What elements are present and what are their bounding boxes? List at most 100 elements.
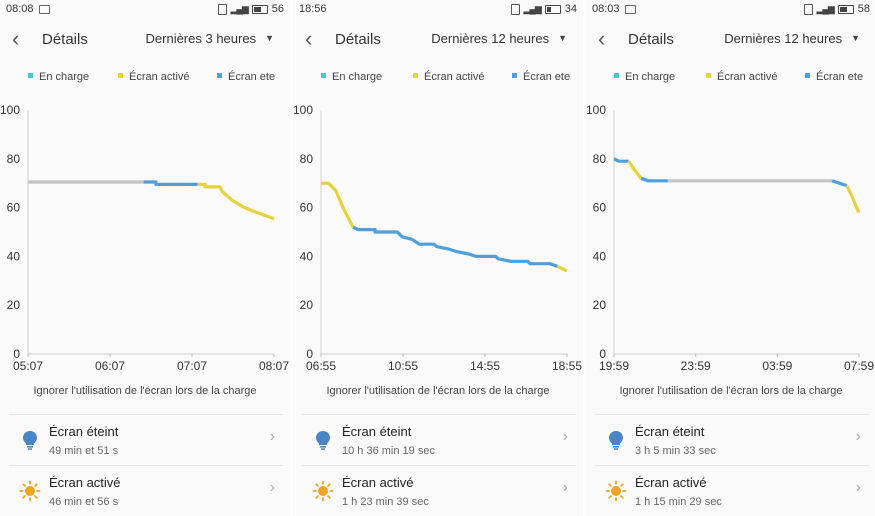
sun-icon bbox=[605, 480, 627, 502]
x-tick-label: 19:59 bbox=[599, 359, 629, 373]
chart-legend: En charge Écran activé Écran ete bbox=[293, 71, 583, 85]
signal-icon: ▂▄▆ bbox=[816, 3, 835, 14]
x-tick-label: 10:55 bbox=[388, 359, 418, 373]
status-time: 18:56 bbox=[299, 3, 327, 15]
battery-level-screen-on-segment bbox=[321, 181, 355, 228]
y-tick-label: 100 bbox=[293, 103, 313, 117]
signal-icon: ▂▄▆ bbox=[230, 3, 249, 14]
screen-off-duration: 10 h 36 min 19 sec bbox=[342, 445, 435, 457]
legend-item-screen-on: Écran activé bbox=[118, 71, 190, 83]
y-tick-label: 60 bbox=[593, 201, 607, 215]
battery-percent: 34 bbox=[564, 3, 577, 15]
screen-off-row[interactable]: Écran éteint 49 min et 51 s › bbox=[9, 414, 283, 465]
screen-on-title: Écran activé bbox=[635, 475, 707, 490]
lightbulb-icon bbox=[609, 431, 623, 450]
page-title: Détails bbox=[42, 31, 88, 48]
sun-icon bbox=[19, 480, 41, 502]
page-title: Détails bbox=[628, 31, 674, 48]
screen-on-row[interactable]: Écran activé 1 h 23 min 39 sec › bbox=[302, 465, 576, 516]
status-time: 08:08 bbox=[6, 3, 34, 15]
legend-item-screen-off: Écran ete bbox=[805, 71, 863, 83]
dropdown-triangle-icon: ▼ bbox=[265, 33, 274, 43]
y-tick-label: 0 bbox=[599, 347, 606, 361]
screen-on-duration: 1 h 15 min 29 sec bbox=[635, 496, 722, 508]
y-tick-label: 40 bbox=[7, 249, 21, 263]
header: ‹ Détails Dernières 12 heures ▼ bbox=[586, 24, 875, 56]
status-bar: 08:08 ▂▄▆ 56 bbox=[0, 0, 290, 18]
legend-item-screen-on: Écran activé bbox=[706, 71, 778, 83]
legend-label-screen-off: Écran ete bbox=[228, 71, 276, 83]
screen-off-title: Écran éteint bbox=[49, 424, 119, 439]
y-tick-label: 100 bbox=[586, 103, 606, 117]
battery-level-screen-on-segment bbox=[627, 160, 643, 180]
legend-item-charging: En charge bbox=[321, 71, 382, 83]
legend-item-charging: En charge bbox=[28, 71, 89, 83]
battery-percent: 58 bbox=[857, 3, 870, 15]
legend-item-screen-off: Écran ete bbox=[217, 71, 275, 83]
screen-off-row[interactable]: Écran éteint 3 h 5 min 33 sec › bbox=[595, 414, 869, 465]
legend-swatch-screen-on bbox=[706, 73, 711, 78]
time-range-label: Dernières 12 heures bbox=[724, 31, 843, 46]
dropdown-triangle-icon: ▼ bbox=[558, 33, 567, 43]
legend-swatch-screen-on bbox=[413, 73, 418, 78]
y-tick-label: 40 bbox=[300, 249, 314, 263]
header: ‹ Détails Dernières 3 heures ▼ bbox=[0, 24, 290, 56]
battery-level-screen-off-segment bbox=[831, 179, 848, 188]
sun-icon bbox=[312, 480, 334, 502]
image-notification-icon bbox=[39, 5, 50, 14]
y-tick-label: 20 bbox=[300, 298, 314, 312]
x-tick-label: 07:59 bbox=[844, 359, 874, 373]
battery-level-screen-on-segment bbox=[845, 184, 861, 214]
battery-level-screen-off-segment bbox=[640, 176, 668, 183]
legend-item-screen-on: Écran activé bbox=[413, 71, 485, 83]
status-bar: 18:56 ▂▄▆ 34 bbox=[293, 0, 583, 18]
x-tick-label: 14:55 bbox=[470, 359, 500, 373]
screen-on-title: Écran activé bbox=[342, 475, 414, 490]
y-tick-label: 0 bbox=[306, 347, 313, 361]
legend-label-charging: En charge bbox=[39, 71, 90, 83]
back-chevron-icon[interactable]: ‹ bbox=[12, 26, 20, 51]
time-range-dropdown[interactable]: Dernières 12 heures ▼ bbox=[431, 31, 567, 46]
battery-panel-2: 18:56 ▂▄▆ 34 ‹ Détails Dernières 12 heur… bbox=[293, 0, 583, 516]
battery-panel-3: 08:03 ▂▄▆ 58 ‹ Détails Dernières 12 heur… bbox=[586, 0, 875, 516]
time-range-dropdown[interactable]: Dernières 12 heures ▼ bbox=[724, 31, 860, 46]
x-tick-label: 18:55 bbox=[552, 359, 582, 373]
chart-legend: En charge Écran activé Écran ete bbox=[586, 71, 875, 85]
lightbulb-icon bbox=[23, 431, 37, 450]
legend-swatch-charging bbox=[28, 73, 33, 78]
legend-item-charging: En charge bbox=[614, 71, 675, 83]
back-chevron-icon[interactable]: ‹ bbox=[305, 26, 313, 51]
y-tick-label: 80 bbox=[593, 152, 607, 166]
legend-swatch-screen-on bbox=[118, 73, 123, 78]
y-tick-label: 80 bbox=[7, 152, 21, 166]
screen-off-title: Écran éteint bbox=[635, 424, 705, 439]
ignore-charging-usage-label: Ignorer l'utilisation de l'écran lors de… bbox=[326, 385, 550, 397]
screen-off-row[interactable]: Écran éteint 10 h 36 min 19 sec › bbox=[302, 414, 576, 465]
y-tick-label: 40 bbox=[593, 249, 607, 263]
x-tick-label: 08:07 bbox=[259, 359, 289, 373]
y-tick-label: 0 bbox=[13, 347, 20, 361]
signal-icon: ▂▄▆ bbox=[523, 3, 542, 14]
legend-swatch-screen-off bbox=[512, 73, 517, 78]
battery-chart: 0 20 40 60 80 100 05:07 06:07 07:07 08:07 bbox=[0, 103, 289, 373]
chevron-right-icon: › bbox=[269, 428, 275, 445]
battery-icon bbox=[837, 4, 854, 14]
x-tick-label: 06:55 bbox=[306, 359, 336, 373]
y-tick-label: 20 bbox=[7, 298, 21, 312]
time-range-dropdown[interactable]: Dernières 3 heures ▼ bbox=[146, 31, 274, 46]
legend-item-screen-off: Écran ete bbox=[512, 71, 570, 83]
chart-legend: En charge Écran activé Écran ete bbox=[0, 71, 290, 85]
battery-level-screen-on-segment bbox=[556, 264, 568, 273]
battery-level-screen-off-segment bbox=[352, 225, 558, 268]
chevron-right-icon: › bbox=[855, 428, 861, 445]
battery-panel-1: 08:08 ▂▄▆ 56 ‹ Détails Dernières 3 heure… bbox=[0, 0, 290, 516]
back-chevron-icon[interactable]: ‹ bbox=[598, 26, 606, 51]
battery-level-screen-off-segment bbox=[613, 157, 629, 163]
screen-on-row[interactable]: Écran activé 46 min et 56 s › bbox=[9, 465, 283, 516]
legend-label-charging: En charge bbox=[625, 71, 676, 83]
x-tick-label: 07:07 bbox=[177, 359, 207, 373]
legend-label-screen-on: Écran activé bbox=[424, 71, 485, 83]
battery-chart: 0 20 40 60 80 100 06:55 10:55 14:55 18:55 bbox=[293, 103, 582, 373]
legend-label-screen-off: Écran ete bbox=[816, 71, 864, 83]
screen-on-row[interactable]: Écran activé 1 h 15 min 29 sec › bbox=[595, 465, 869, 516]
